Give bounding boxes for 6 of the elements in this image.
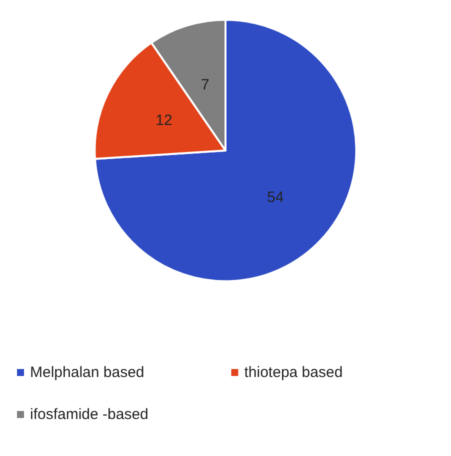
legend-label: thiotepa based (244, 364, 343, 381)
data-label: 7 (201, 76, 210, 94)
data-label: 54 (267, 188, 284, 206)
legend-label: ifosfamide -based (30, 406, 148, 423)
legend-label: Melphalan based (30, 364, 144, 381)
data-label: 12 (156, 112, 172, 130)
